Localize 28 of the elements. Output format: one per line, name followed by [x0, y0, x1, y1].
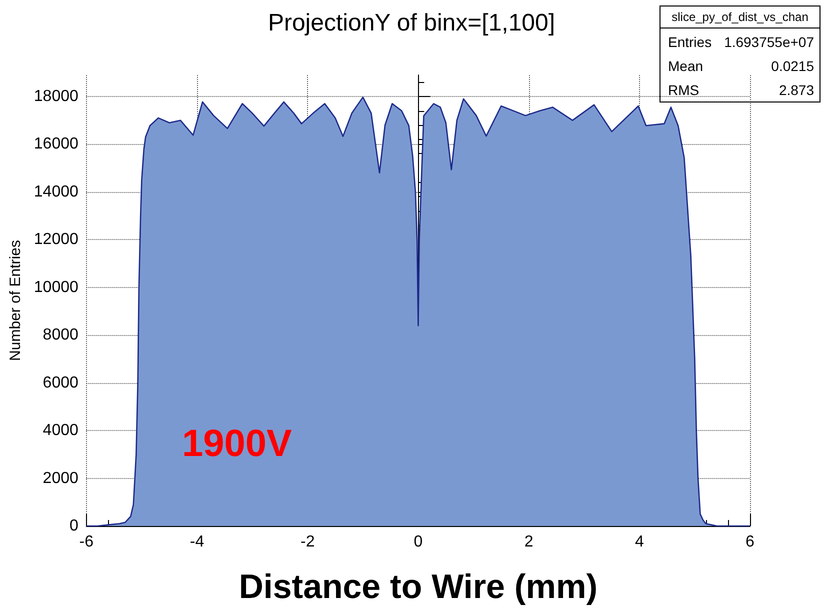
x-tick-label: 0: [414, 534, 423, 550]
y-tick-label: 6000: [42, 374, 78, 392]
y-tick-label: 18000: [34, 88, 78, 105]
text: Mean: [668, 58, 704, 74]
y-tick-label: 8000: [42, 326, 78, 344]
y-tick-label: 0: [69, 518, 78, 534]
text: slice_py_of_dist_vs_chan: [672, 10, 808, 24]
annotation: RMS: [668, 82, 700, 98]
y-tick-label: 16000: [34, 136, 78, 153]
y-tick-label: 12000: [34, 231, 78, 248]
x-tick-label: 4: [634, 534, 644, 550]
x-tick-label: -4: [190, 534, 204, 550]
text: 0.0215: [771, 58, 814, 74]
x-tick-label: 2: [524, 534, 534, 550]
text: 2.873: [778, 82, 814, 98]
annotation: 1900V: [182, 423, 293, 465]
y-tick-label: 10000: [34, 278, 78, 296]
x-tick-label: -2: [300, 534, 315, 550]
x-tick-label: 6: [746, 534, 755, 550]
text: Entries: [668, 34, 712, 50]
y-tick-label: 2000: [42, 470, 78, 487]
x-tick-label: -6: [79, 534, 94, 550]
text: 1.693755e+07: [724, 34, 814, 50]
y-tick-label: 14000: [34, 183, 78, 200]
chart-title: ProjectionY of binx=[1,100]: [268, 10, 556, 36]
x-axis-title: Distance to Wire (mm): [238, 568, 598, 606]
y-axis-title: Number of Entries: [7, 240, 24, 361]
y-tick-label: 4000: [42, 422, 78, 440]
